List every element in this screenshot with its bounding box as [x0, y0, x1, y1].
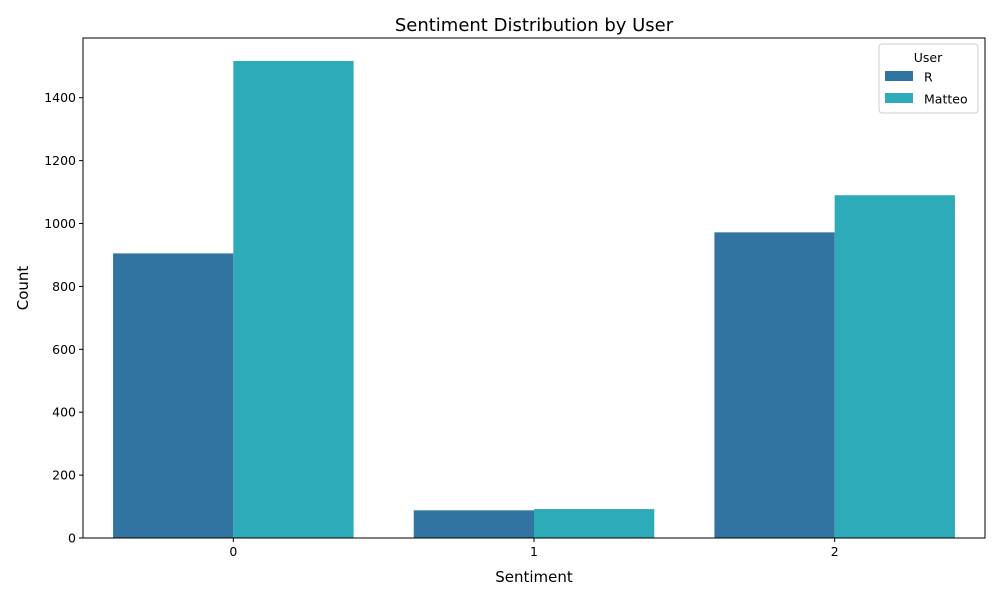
y-axis-label: Count [14, 266, 32, 311]
bar-r-1 [413, 510, 534, 538]
y-tick-label: 400 [52, 405, 76, 420]
legend-label-matteo: Matteo [924, 92, 968, 107]
legend-title: User [914, 50, 943, 65]
bar-matteo-1 [534, 509, 655, 538]
legend-entries: R Matteo [885, 70, 968, 107]
bars [113, 60, 955, 539]
y-axis: 0 200 400 600 800 1000 1200 1400 [44, 90, 83, 546]
x-axis: 0 1 2 [229, 538, 839, 559]
x-tick-label: 2 [831, 544, 839, 559]
y-tick-label: 600 [52, 342, 76, 357]
x-tick-label: 0 [229, 544, 237, 559]
legend-swatch-r [885, 71, 913, 81]
y-tick-label: 1400 [44, 90, 76, 105]
y-tick-label: 0 [68, 531, 76, 546]
bar-r-2 [714, 232, 835, 538]
legend: User R Matteo [878, 43, 979, 114]
bar-r-0 [113, 253, 234, 538]
legend-swatch-matteo [885, 93, 913, 103]
y-tick-label: 1200 [44, 153, 76, 168]
y-tick-label: 1000 [44, 216, 76, 231]
x-axis-label: Sentiment [495, 568, 573, 586]
plot-area [82, 37, 986, 539]
bar-matteo-0 [233, 60, 354, 539]
y-tick-label: 200 [52, 468, 76, 483]
y-tick-label: 800 [52, 279, 76, 294]
x-tick-label: 1 [530, 544, 538, 559]
bar-matteo-2 [834, 195, 955, 538]
legend-label-r: R [924, 70, 933, 85]
chart-title: Sentiment Distribution by User [395, 15, 674, 36]
